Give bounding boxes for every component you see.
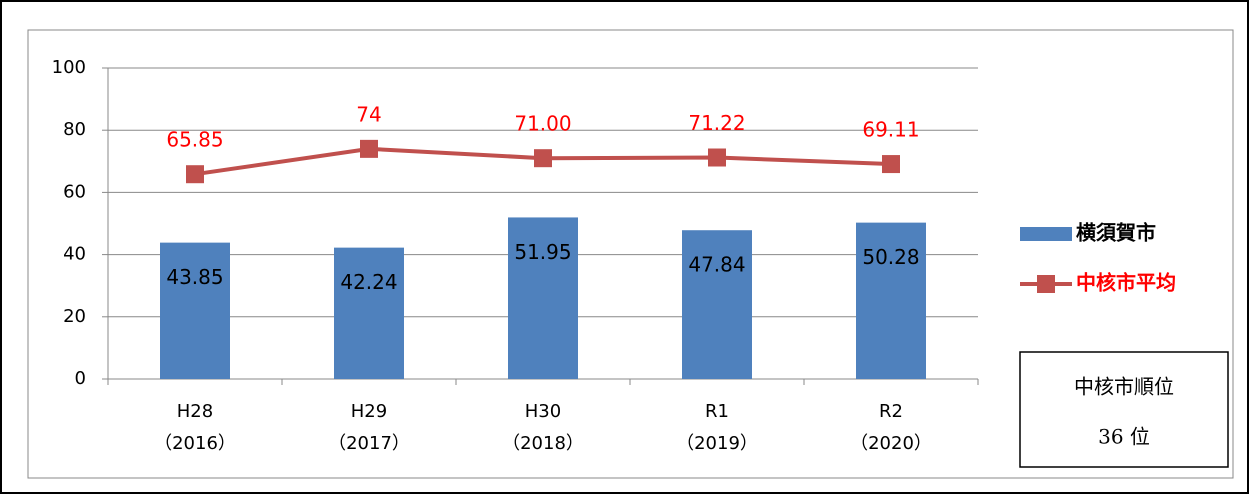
y-tick-label: 60 [63, 181, 86, 202]
annotation-text: 中核市順位 [1074, 375, 1174, 399]
line-marker [534, 149, 552, 168]
data-label: 74 [356, 102, 381, 126]
x-tick-label: H29 [351, 401, 387, 422]
data-label: 47.84 [688, 253, 745, 277]
chart-frame [27, 29, 1234, 479]
annotation-box [1019, 351, 1229, 468]
data-label: 43.85 [166, 265, 223, 289]
y-tick-label: 0 [75, 368, 86, 389]
legend-label: 中核市平均 [1076, 271, 1176, 295]
y-tick-label: 20 [63, 306, 86, 327]
bar [334, 247, 404, 379]
data-label: 50.28 [862, 245, 919, 269]
y-tick-label: 80 [63, 119, 86, 140]
bar [856, 222, 926, 379]
x-tick-label: H30 [525, 401, 561, 422]
data-label: 71.22 [688, 111, 745, 135]
bar [160, 242, 230, 379]
legend-label: 横須賀市 [1076, 221, 1156, 245]
data-label: 71.00 [514, 112, 571, 136]
y-tick-label: 40 [63, 244, 86, 265]
x-tick-label: R2 [879, 401, 903, 422]
x-tick-label: （2018） [502, 433, 584, 454]
x-tick-label: （2020） [850, 433, 932, 454]
bar [508, 217, 578, 379]
line-marker [708, 148, 726, 167]
x-tick-label: R1 [705, 401, 729, 422]
data-label: 51.95 [514, 240, 571, 264]
legend-swatch [1020, 227, 1072, 241]
data-label: 69.11 [862, 118, 919, 142]
legend-swatch [1037, 275, 1055, 293]
x-tick-label: （2017） [328, 433, 410, 454]
bar [682, 230, 752, 379]
x-tick-label: （2019） [676, 433, 758, 454]
annotation-text: 36 位 [1098, 425, 1150, 449]
line-marker [360, 139, 378, 158]
x-tick-label: H28 [177, 401, 213, 422]
x-tick-label: （2016） [154, 433, 236, 454]
y-tick-label: 100 [52, 57, 86, 78]
line-marker [186, 165, 204, 184]
data-label: 42.24 [340, 270, 397, 294]
line-marker [882, 155, 900, 174]
data-label: 65.85 [166, 128, 223, 152]
